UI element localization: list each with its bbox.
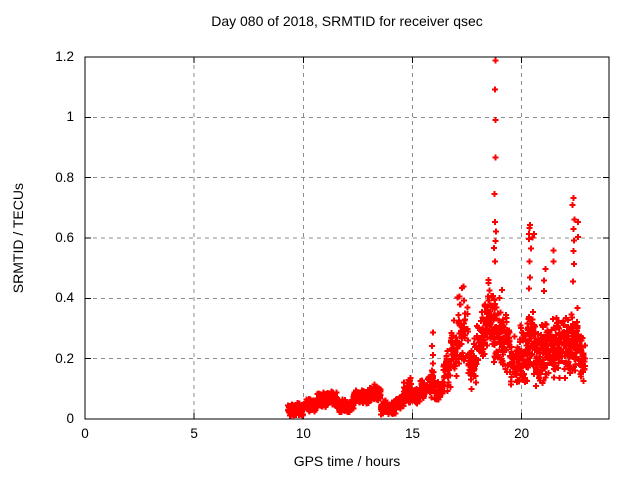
x-tick-label: 20 (514, 426, 530, 441)
x-axis-label: GPS time / hours (293, 453, 401, 469)
x-tick-label: 5 (190, 426, 198, 441)
y-tick-label: 0.6 (55, 230, 74, 245)
x-tick-label: 15 (404, 426, 421, 441)
y-tick-label: 0.2 (55, 350, 74, 366)
axis-ticks (84, 56, 609, 420)
y-tick-label: 1.2 (55, 49, 74, 64)
x-tick-label: 0 (81, 426, 89, 441)
gridlines (85, 57, 609, 419)
y-tick-label: 0 (66, 411, 74, 426)
chart-title: Day 080 of 2018, SRMTID for receiver qse… (211, 13, 483, 29)
x-tick-label: 10 (295, 426, 311, 441)
y-tick-label: 0.8 (55, 169, 74, 185)
y-tick-label: 1 (66, 109, 74, 125)
y-tick-label: 0.4 (55, 290, 74, 306)
scatter-points (285, 57, 589, 419)
